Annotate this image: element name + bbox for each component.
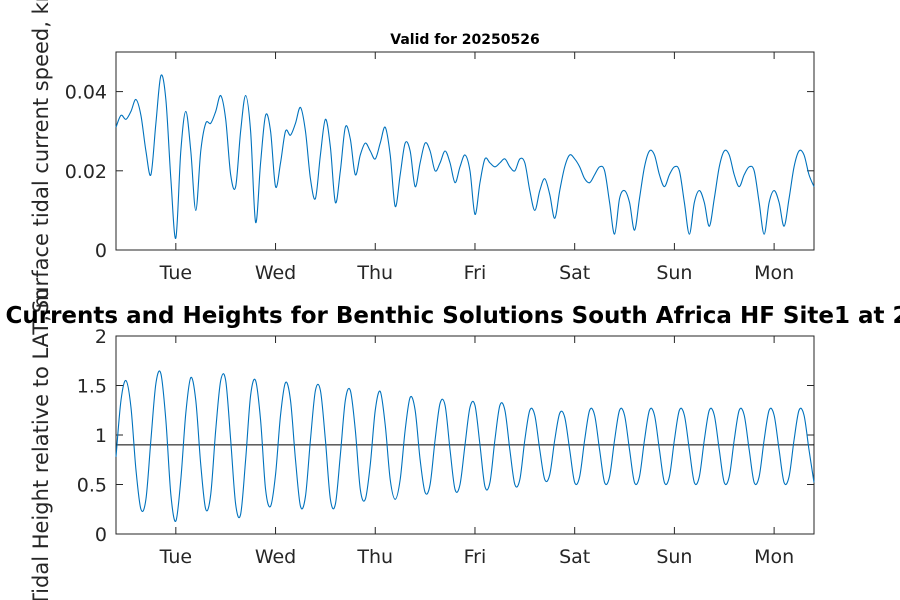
x-tick-label: Sat bbox=[559, 546, 590, 568]
y-tick-label: 0 bbox=[95, 524, 107, 546]
x-tick-label: Wed bbox=[255, 546, 296, 568]
current-speed-chart: Valid for 20250526 Surface tidal current… bbox=[29, 0, 815, 313]
y-axis-label: Tidal Height relative to LAT, m bbox=[29, 288, 53, 600]
x-tick-label: Fri bbox=[464, 546, 487, 568]
x-tick-label: Tue bbox=[159, 262, 192, 284]
y-tick-label: 0.02 bbox=[65, 161, 107, 183]
y-tick-label: 0.5 bbox=[77, 475, 107, 497]
y-tick-label: 0 bbox=[95, 240, 107, 262]
chart-title: Valid for 20250526 bbox=[390, 32, 539, 48]
tidal-height-line bbox=[115, 370, 815, 522]
x-ticks: Tue Wed Thu Fri Sat Sun Mon bbox=[159, 336, 794, 568]
y-axis-label: Surface tidal current speed, kn bbox=[29, 0, 53, 313]
x-tick-label: Mon bbox=[754, 262, 794, 284]
y-tick-label: 2 bbox=[95, 326, 107, 348]
x-tick-label: Thu bbox=[356, 546, 393, 568]
x-tick-label: Sat bbox=[559, 262, 590, 284]
x-tick-label: Sun bbox=[656, 262, 692, 284]
plot-box bbox=[115, 335, 815, 535]
chart-title: Currents and Heights for Benthic Solutio… bbox=[5, 303, 900, 329]
plot-box bbox=[115, 51, 815, 251]
x-tick-label: Fri bbox=[464, 262, 487, 284]
x-ticks: Tue Wed Thu Fri Sat Sun Mon bbox=[159, 52, 794, 284]
x-tick-label: Thu bbox=[356, 262, 393, 284]
y-tick-label: 1 bbox=[95, 425, 107, 447]
y-ticks: 0 0.5 1 1.5 2 bbox=[77, 326, 814, 546]
y-tick-label: 0.04 bbox=[65, 82, 107, 104]
x-tick-label: Wed bbox=[255, 262, 296, 284]
x-tick-label: Tue bbox=[159, 546, 192, 568]
y-tick-label: 1.5 bbox=[77, 376, 107, 398]
current-speed-line bbox=[115, 74, 815, 239]
x-tick-label: Sun bbox=[656, 546, 692, 568]
tidal-height-chart: Currents and Heights for Benthic Solutio… bbox=[5, 288, 900, 600]
y-ticks: 0 0.02 0.04 bbox=[65, 82, 814, 262]
x-tick-label: Mon bbox=[754, 546, 794, 568]
